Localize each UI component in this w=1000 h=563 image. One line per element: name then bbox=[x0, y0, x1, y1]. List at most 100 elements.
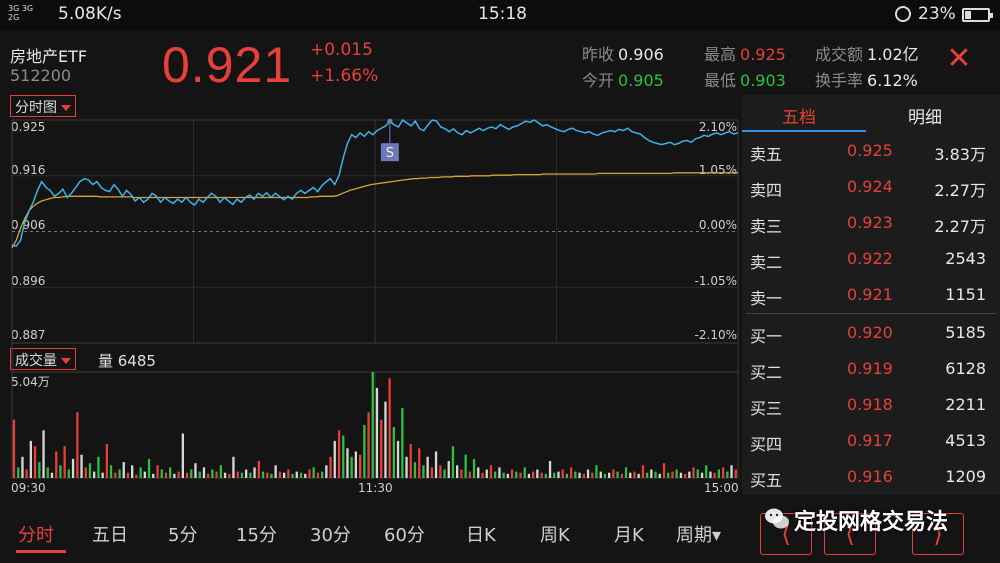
level-volume: 4513 bbox=[945, 431, 986, 450]
chevron-down-icon bbox=[61, 105, 71, 111]
volume-bar bbox=[540, 472, 543, 478]
volume-bar bbox=[283, 472, 286, 478]
fund-code: 512200 bbox=[10, 66, 72, 85]
volume-bar bbox=[253, 467, 256, 478]
tab-five-day[interactable]: 五日 bbox=[92, 525, 128, 546]
high-price: 最高 0.925 bbox=[704, 41, 786, 65]
volume-bar bbox=[240, 472, 244, 478]
volume-bar bbox=[481, 472, 484, 478]
level-price: 0.919 bbox=[847, 359, 893, 378]
volume-bar bbox=[684, 473, 687, 478]
alarm-icon bbox=[895, 6, 911, 22]
level-label: 卖一 bbox=[750, 289, 783, 308]
tab-weekly-k[interactable]: 周K bbox=[540, 525, 570, 546]
volume-bar bbox=[42, 430, 45, 478]
tab-details[interactable]: 明细 bbox=[908, 108, 942, 128]
volume-bar bbox=[363, 425, 366, 478]
volume-bar bbox=[409, 444, 412, 478]
volume-bar bbox=[532, 471, 535, 478]
tab-60min[interactable]: 60分 bbox=[384, 525, 425, 546]
volume-bar bbox=[667, 472, 670, 478]
volume-bar bbox=[502, 472, 505, 478]
tab-monthly-k[interactable]: 月K bbox=[614, 525, 644, 546]
volume-bar bbox=[50, 472, 54, 478]
active-period-indicator bbox=[16, 550, 66, 553]
level-label: 买一 bbox=[750, 327, 783, 346]
tab-five-levels[interactable]: 五档 bbox=[782, 108, 816, 128]
volume-bar bbox=[434, 451, 438, 478]
price-tick-label: 0.916 bbox=[11, 163, 46, 177]
level-label: 卖五 bbox=[750, 145, 783, 164]
volume-bar bbox=[202, 467, 206, 478]
volume-bar bbox=[97, 456, 100, 478]
trade-marker: S bbox=[380, 118, 399, 162]
volume-bar bbox=[460, 469, 463, 478]
active-tab-indicator bbox=[742, 130, 866, 132]
volume-bar bbox=[591, 472, 594, 478]
bid-row: 买五 0.916 1209 bbox=[742, 459, 1000, 495]
volume-bar bbox=[658, 473, 661, 478]
ask-row: 卖五 0.925 3.83万 bbox=[742, 133, 1000, 169]
tab-daily-k[interactable]: 日K bbox=[466, 525, 496, 546]
volume-bar bbox=[578, 472, 581, 478]
volume-bar bbox=[152, 473, 155, 478]
volume-bar bbox=[650, 469, 653, 478]
volume-bar bbox=[299, 472, 303, 478]
volume-bar bbox=[654, 471, 657, 478]
intraday-chart[interactable]: S bbox=[0, 0, 742, 500]
volume-bar bbox=[367, 412, 370, 478]
volume-bar bbox=[194, 463, 197, 478]
bid-row: 买二 0.919 6128 bbox=[742, 351, 1000, 387]
volume-bar bbox=[726, 471, 729, 478]
first-icon[interactable]: ⟨ bbox=[760, 513, 812, 555]
volume-bar bbox=[109, 465, 113, 478]
volume-bar bbox=[485, 469, 488, 478]
price-tick-label: 0.896 bbox=[11, 274, 46, 288]
chart-type-selector[interactable]: 分时图 bbox=[10, 95, 76, 117]
volume-bar bbox=[392, 427, 395, 478]
level-price: 0.917 bbox=[847, 431, 893, 450]
volume-bar bbox=[620, 473, 623, 478]
volume-bar bbox=[498, 467, 501, 478]
volume-bar bbox=[321, 471, 324, 478]
volume-bar bbox=[139, 467, 142, 478]
pct-tick-label: 0.00% bbox=[698, 218, 737, 232]
marker-label: S bbox=[386, 146, 394, 161]
next-icon[interactable]: ⟩ bbox=[912, 513, 964, 555]
volume-bar bbox=[371, 372, 374, 478]
tab-5min[interactable]: 5分 bbox=[168, 525, 198, 546]
volume-bar bbox=[245, 469, 248, 478]
level-price: 0.921 bbox=[847, 285, 893, 304]
pct-tick-label: 2.10% bbox=[698, 120, 737, 134]
low-value: 0.903 bbox=[740, 71, 786, 90]
level-label: 买四 bbox=[750, 435, 783, 454]
volume-bar bbox=[608, 472, 611, 478]
indicator-label: 成交量 bbox=[15, 353, 57, 369]
level-volume: 1151 bbox=[945, 285, 986, 304]
volume-bar bbox=[570, 467, 573, 478]
volume-bar bbox=[375, 387, 379, 478]
close-icon[interactable]: ✕ bbox=[946, 41, 972, 76]
volume-bar bbox=[553, 472, 556, 478]
bid-row: 买一 0.920 5185 bbox=[742, 315, 1000, 351]
volume-bar bbox=[380, 419, 383, 478]
tab-period-menu[interactable]: 周期▾ bbox=[676, 525, 722, 546]
time-tick-label: 09:30 bbox=[11, 481, 46, 495]
volume-bar bbox=[527, 473, 531, 478]
tab-30min[interactable]: 30分 bbox=[310, 525, 351, 546]
tab-15min[interactable]: 15分 bbox=[236, 525, 277, 546]
ask-row: 卖三 0.923 2.27万 bbox=[742, 205, 1000, 241]
volume-bar bbox=[207, 473, 210, 478]
volume-bar bbox=[291, 473, 294, 478]
volume-bar bbox=[641, 465, 645, 478]
volume-bar bbox=[709, 471, 712, 478]
volume-bar bbox=[122, 462, 125, 478]
volume-bar bbox=[456, 465, 459, 478]
volume-bar bbox=[46, 467, 49, 478]
level-volume: 6128 bbox=[945, 359, 986, 378]
price-tick-label: 0.906 bbox=[11, 218, 46, 232]
prev-icon[interactable]: ⟨ bbox=[824, 513, 876, 555]
volume-bar bbox=[181, 433, 184, 478]
indicator-selector[interactable]: 成交量 bbox=[10, 348, 76, 370]
tab-intraday[interactable]: 分时 bbox=[18, 525, 54, 546]
